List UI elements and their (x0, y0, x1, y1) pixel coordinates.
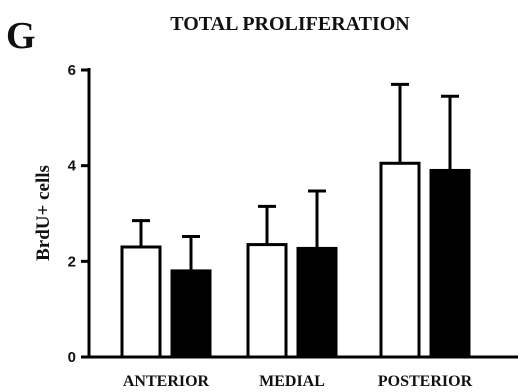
chart-title: TOTAL PROLIFERATION (170, 13, 410, 35)
bar (246, 243, 288, 359)
bar (296, 246, 338, 359)
y-tick-label: 6 (68, 62, 76, 79)
y-tick-label: 0 (68, 349, 76, 366)
x-category-label: MEDIAL (259, 373, 325, 390)
bar (170, 269, 212, 359)
y-tick-label: 2 (68, 253, 76, 270)
bar (379, 161, 421, 359)
panel-letter: G (6, 15, 36, 57)
y-axis-label: BrdU+ cells (33, 165, 54, 261)
plot-area: 0 2 4 6 ANTERIOR MEDIAL POSTERIOR (68, 62, 518, 390)
bar (429, 168, 471, 359)
bar (120, 245, 162, 359)
x-category-label: ANTERIOR (123, 373, 210, 390)
x-category-label: POSTERIOR (378, 373, 473, 390)
y-tick-label: 4 (68, 158, 77, 175)
